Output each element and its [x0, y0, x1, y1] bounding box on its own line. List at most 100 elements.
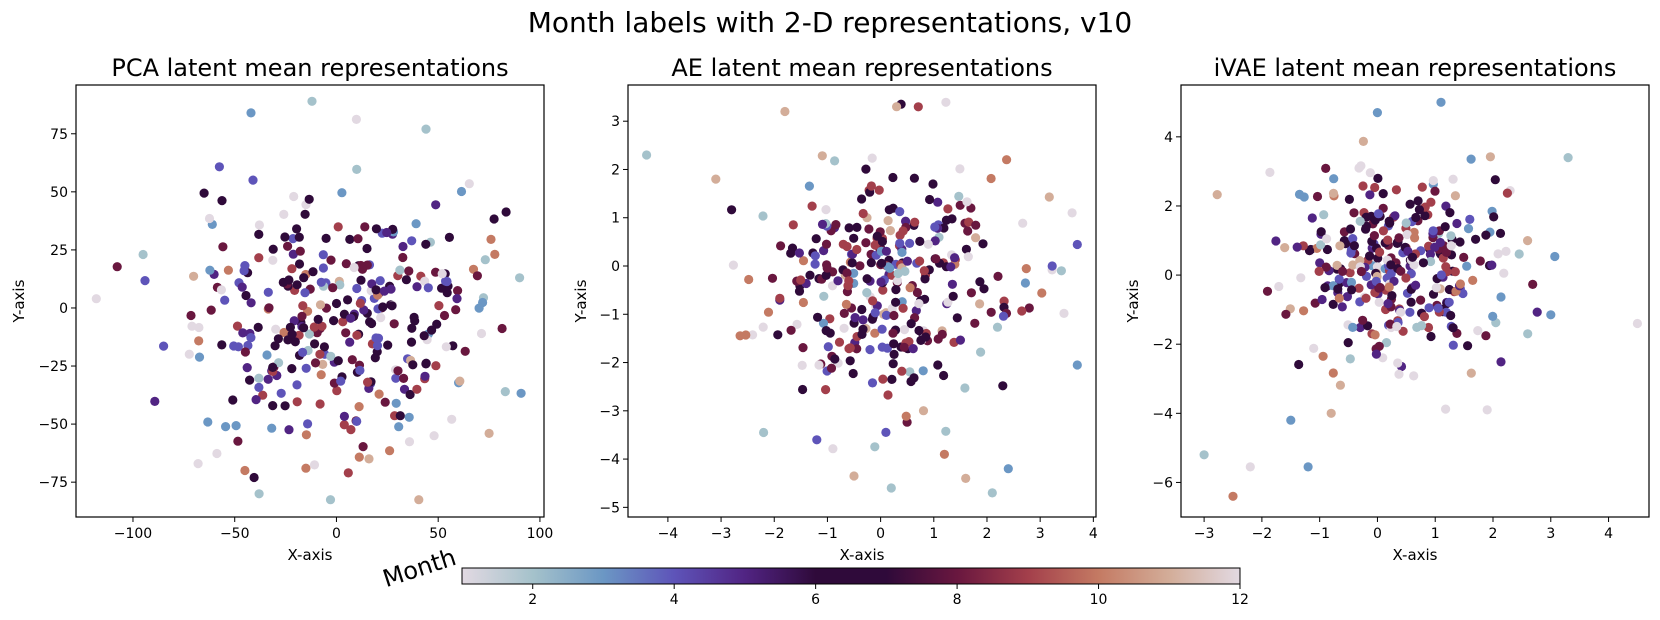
pca-scatter-point	[310, 339, 320, 349]
pca-scatter-point	[299, 273, 309, 283]
ivae-scatter-point	[1332, 260, 1342, 270]
pca-scatter-point	[338, 317, 348, 327]
ivae-scatter-point	[1354, 283, 1364, 293]
ivae-scatter-point	[1309, 343, 1319, 353]
pca-scatter-point	[223, 265, 233, 275]
ae-scatter-point	[813, 312, 823, 322]
pca-scatter-point	[309, 322, 319, 332]
pca-scatter-point	[268, 244, 278, 254]
ae-scatter-point	[955, 335, 966, 345]
ae-scatter-point	[881, 246, 892, 256]
pca-scatter-point	[316, 370, 326, 380]
ae-scatter-point	[857, 194, 867, 204]
ivae-scatter-point	[1487, 260, 1497, 270]
ivae-scatter-point	[1430, 186, 1440, 196]
pca-y-tick-label: 75	[50, 127, 68, 143]
pca-scatter-point	[284, 425, 294, 435]
pca-scatter-point	[303, 419, 313, 429]
pca-scatter-point	[238, 328, 248, 338]
ivae-scatter-point	[1386, 260, 1396, 270]
ivae-scatter-point	[1292, 242, 1302, 252]
pca-scatter-point	[318, 359, 328, 369]
pca-scatter-point	[232, 321, 243, 331]
pca-scatter-point	[452, 294, 462, 304]
pca-scatter-point	[346, 313, 356, 323]
pca-scatter-point	[407, 236, 417, 246]
ivae-scatter-point	[1361, 293, 1371, 303]
ae-scatter-point	[888, 172, 898, 183]
ivae-scatter-point	[1303, 462, 1313, 472]
ivae-scatter-point	[1463, 341, 1473, 351]
ae-scatter-point	[858, 208, 868, 219]
ae-scatter-point	[952, 313, 962, 323]
ae-scatter-point	[883, 216, 893, 226]
pca-scatter-point	[217, 196, 227, 206]
ivae-scatter-point	[1342, 292, 1352, 302]
ae-scatter-point	[987, 488, 997, 498]
pca-scatter-point	[355, 365, 365, 375]
ae-panel: AE latent mean representations −4 −3 −2 −1 0…	[572, 54, 1098, 564]
pca-scatter-point	[339, 411, 349, 421]
ivae-scatter-point	[1304, 246, 1315, 256]
ae-scatter-point	[941, 97, 951, 107]
ivae-scatter-point	[1355, 322, 1365, 333]
ivae-scatter-point	[1280, 243, 1290, 253]
ae-scatter-point	[849, 268, 859, 278]
ivae-scatter-point	[1378, 189, 1388, 199]
pca-scatter-point	[370, 353, 380, 363]
ae-scatter-point	[905, 283, 915, 293]
pca-scatter-point	[254, 373, 264, 383]
pca-x-tick-label: 100	[527, 526, 554, 542]
ivae-scatter-point	[1371, 349, 1381, 359]
pca-scatter-point	[333, 222, 343, 232]
ae-scatter-point	[867, 153, 877, 163]
ivae-scatter-point	[1482, 405, 1492, 415]
pca-scatter-point	[393, 366, 403, 376]
ae-scatter-point	[767, 273, 778, 283]
ae-x-tick-label: −2	[764, 526, 785, 542]
ivae-scatter-point	[1335, 241, 1345, 251]
ae-scatter-point	[867, 378, 878, 388]
ae-scatter-point	[1024, 303, 1034, 313]
ivae-y-tick-label: −2	[1152, 337, 1173, 353]
ivae-scatter-point	[1314, 266, 1324, 276]
colorbar-label: Month	[379, 543, 459, 593]
ae-scatter-point	[930, 222, 940, 232]
ivae-scatter-point	[1345, 354, 1355, 364]
ae-scatter-point	[933, 197, 943, 207]
ae-scatter-point	[831, 220, 841, 230]
pca-scatter-point	[378, 302, 388, 312]
ivae-scatter-point	[1448, 340, 1458, 350]
pca-scatter-point	[357, 264, 368, 274]
pca-scatter-point	[289, 191, 299, 202]
ivae-scatter-point	[1317, 294, 1327, 305]
ivae-scatter-point	[1420, 211, 1430, 221]
ivae-scatter-point	[1271, 236, 1281, 246]
ivae-scatter-point	[1401, 273, 1411, 283]
ae-scatter-point	[818, 318, 829, 328]
ivae-scatter-point	[1337, 302, 1347, 312]
pca-y-tick-label: −50	[38, 417, 68, 433]
pca-scatter-point	[447, 414, 457, 424]
ae-scatter-point	[847, 258, 857, 268]
pca-scatter-point	[268, 362, 278, 372]
pca-scatter-point	[283, 241, 293, 251]
ae-scatter-point	[962, 197, 972, 207]
colorbar-ticks: 2 4 6 8 10 12	[528, 584, 1249, 608]
ivae-y-label: Y-axis	[1124, 279, 1142, 323]
ae-scatter-point	[885, 263, 895, 273]
ivae-scatter-point	[1416, 295, 1426, 305]
ivae-scatter-point	[1262, 286, 1273, 296]
pca-scatter-point	[301, 363, 311, 373]
ae-scatter-point	[1017, 306, 1027, 316]
pca-scatter-point	[442, 276, 452, 287]
ae-scatter-point	[773, 330, 783, 340]
ivae-scatter-point	[1316, 227, 1326, 237]
ae-scatter-point	[798, 297, 809, 308]
ae-y-tick-label: 2	[611, 162, 620, 178]
ivae-scatter-point	[1410, 233, 1420, 243]
pca-scatter-point	[112, 262, 122, 272]
ivae-scatter-point	[1356, 266, 1366, 277]
ivae-scatter-point	[1493, 249, 1503, 259]
ae-scatter-point	[819, 291, 829, 301]
